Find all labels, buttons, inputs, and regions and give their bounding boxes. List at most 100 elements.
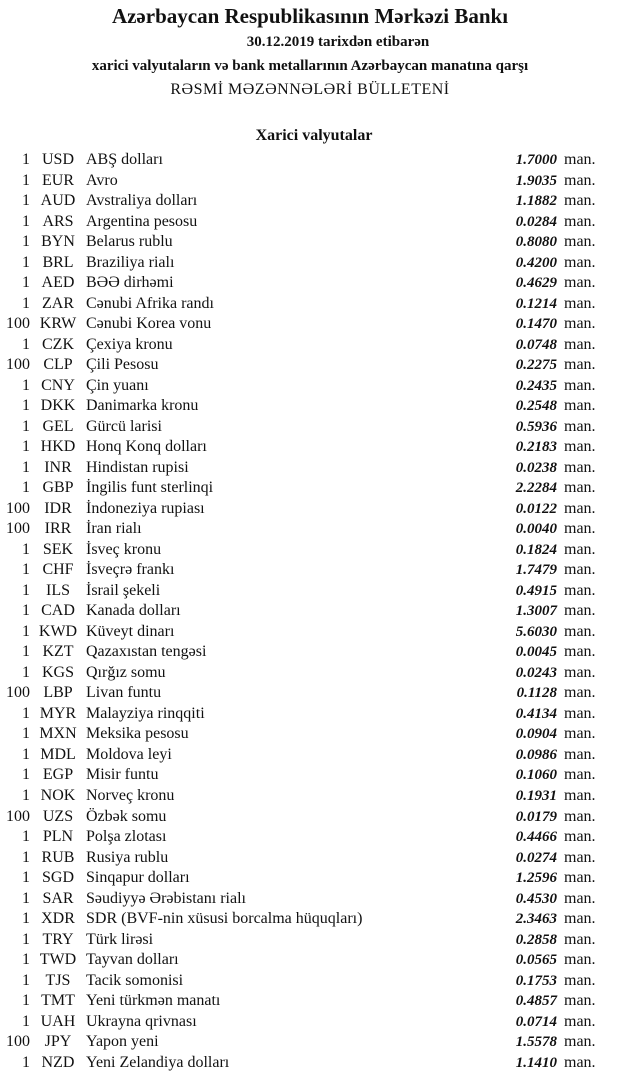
rate-row: 1 ARS Argentina pesosu 0.0284 man. [0, 212, 620, 233]
currency-suffix: man. [564, 499, 596, 517]
currency-suffix: man. [564, 192, 596, 210]
rate-value: 0.2858 [515, 931, 557, 948]
currency-name: Çin yuanı [86, 376, 149, 394]
currency-name: Ukrayna qrivnası [86, 1012, 197, 1030]
currency-suffix: man. [564, 376, 596, 394]
rate-value: 1.7000 [515, 152, 557, 168]
rate-unit: 1 [22, 581, 30, 599]
rate-value: 5.6030 [515, 623, 557, 640]
currency-suffix: man. [564, 294, 596, 312]
rate-unit: 100 [6, 499, 30, 517]
rate-row: 1 GBP İngilis funt sterlinqi 2.2284 man. [0, 478, 620, 499]
currency-suffix: man. [564, 479, 596, 497]
currency-name: İndoneziya rupiası [86, 499, 205, 517]
currency-name: İran rialı [86, 520, 142, 538]
rate-row: 1 MDL Moldova leyi 0.0986 man. [0, 745, 620, 766]
currency-suffix: man. [564, 315, 596, 333]
rate-unit: 100 [6, 807, 30, 825]
rate-unit: 1 [22, 725, 30, 743]
rate-unit: 1 [22, 274, 30, 292]
rate-row: 1 SGD Sinqapur dolları 1.2596 man. [0, 868, 620, 889]
currency-name: Çili Pesosu [86, 356, 159, 374]
rate-unit: 1 [22, 951, 30, 969]
currency-suffix: man. [564, 520, 596, 538]
rate-row: 1 MXN Meksika pesosu 0.0904 man. [0, 724, 620, 745]
currency-suffix: man. [564, 335, 596, 353]
rate-row: 1 RUB Rusiya rublu 0.0274 man. [0, 848, 620, 869]
rate-unit: 1 [22, 479, 30, 497]
currency-code: AUD [40, 192, 76, 210]
rate-unit: 100 [6, 356, 30, 374]
rate-row: 1 TJS Tacik somonisi 0.1753 man. [0, 971, 620, 992]
currency-code: ZAR [42, 294, 74, 312]
currency-suffix: man. [564, 992, 596, 1010]
rate-unit: 1 [22, 233, 30, 251]
currency-suffix: man. [564, 438, 596, 456]
currency-suffix: man. [564, 910, 596, 928]
currency-suffix: man. [564, 458, 596, 476]
currency-code: KGS [41, 663, 74, 681]
rate-value: 0.0284 [515, 213, 557, 230]
currency-name: İngilis funt sterlinqi [86, 479, 214, 497]
currency-suffix: man. [564, 540, 596, 558]
rate-unit: 1 [22, 1053, 30, 1071]
effective-date: 30.12.2019 tarixdən etibarən [246, 34, 430, 50]
rate-value: 0.4857 [515, 993, 557, 1010]
currency-code: UZS [42, 807, 74, 825]
currency-name: Braziliya rialı [86, 253, 175, 271]
currency-name: Cənubi Afrika randı [86, 294, 214, 312]
currency-suffix: man. [564, 684, 596, 702]
currency-name: Misir funtu [86, 766, 159, 784]
currency-name: SDR (BVF-nin xüsusi borcalma hüquqları) [86, 910, 363, 928]
rate-row: 1 EGP Misir funtu 0.1060 man. [0, 765, 620, 786]
currency-name: Argentina pesosu [86, 212, 198, 230]
rate-unit: 1 [22, 848, 30, 866]
rate-row: 1 HKD Honq Konq dolları 0.2183 man. [0, 437, 620, 458]
rate-value: 0.4530 [515, 890, 557, 907]
currency-code: ARS [42, 212, 74, 230]
rate-row: 100 IRR İran rialı 0.0040 man. [0, 519, 620, 540]
currency-name: Özbək somu [86, 807, 167, 825]
rate-row: 1 KGS Qırğız somu 0.0243 man. [0, 663, 620, 684]
rate-value: 1.1882 [515, 193, 557, 210]
currency-name: Türk lirəsi [86, 930, 154, 948]
rate-unit: 1 [22, 930, 30, 948]
rate-unit: 100 [6, 315, 30, 333]
rate-row: 100 LBP Livan funtu 0.1128 man. [0, 683, 620, 704]
currency-code: EUR [42, 171, 74, 189]
rate-row: 1 KWD Küveyt dinarı 5.6030 man. [0, 622, 620, 643]
rate-unit: 1 [22, 766, 30, 784]
rate-value: 0.2435 [515, 377, 557, 394]
rate-value: 0.0986 [515, 746, 557, 763]
currency-suffix: man. [564, 561, 596, 579]
currency-name: Gürcü larisi [86, 417, 162, 435]
rate-unit: 1 [22, 540, 30, 558]
currency-code: SGD [41, 869, 74, 887]
currency-suffix: man. [564, 930, 596, 948]
rate-unit: 1 [22, 828, 30, 846]
rate-row: 100 KRW Cənubi Korea vonu 0.1470 man. [0, 314, 620, 335]
rate-unit: 1 [22, 602, 30, 620]
rate-value: 0.1214 [515, 295, 557, 312]
currency-name: Səudiyyə Ərəbistanı rialı [86, 889, 246, 907]
currency-suffix: man. [564, 786, 596, 804]
rate-value: 0.8080 [515, 234, 557, 251]
rate-unit: 1 [22, 971, 30, 989]
rate-row: 1 CZK Çexiya kronu 0.0748 man. [0, 335, 620, 356]
rate-row: 1 SAR Səudiyyə Ərəbistanı rialı 0.4530 man. [0, 889, 620, 910]
currency-suffix: man. [564, 212, 596, 230]
rate-value: 0.1128 [516, 685, 557, 702]
currency-name: Yeni Zelandiya dolları [86, 1053, 230, 1071]
currency-suffix: man. [564, 951, 596, 969]
currency-suffix: man. [564, 745, 596, 763]
document-title: Azərbaycan Respublikasının Mərkəzi Bankı [111, 4, 509, 28]
currency-code: JPY [44, 1033, 72, 1051]
rate-value: 0.0714 [515, 1013, 557, 1030]
currency-suffix: man. [564, 869, 596, 887]
rate-row: 100 JPY Yapon yeni 1.5578 man. [0, 1032, 620, 1053]
rate-row: 1 NOK Norveç kronu 0.1931 man. [0, 786, 620, 807]
rate-row: 100 CLP Çili Pesosu 0.2275 man. [0, 355, 620, 376]
rate-value: 0.5936 [515, 418, 557, 435]
currency-name: Yeni türkmən manatı [86, 992, 221, 1010]
currency-code: KZT [42, 643, 74, 661]
